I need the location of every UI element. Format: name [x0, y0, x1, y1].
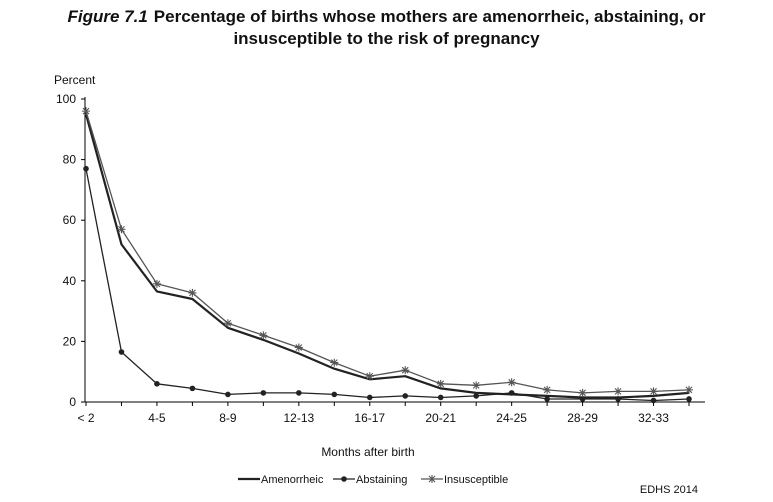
- series-line-amenorrheic: [84, 113, 690, 399]
- point-abstaining-13: [544, 396, 550, 402]
- title-line-2: insusceptible to the risk of pregnancy: [233, 29, 540, 48]
- x-tick-label-4: 8-9: [219, 411, 237, 425]
- legend-label-insusceptible: Insusceptible: [444, 474, 508, 486]
- point-abstaining-7: [331, 391, 338, 398]
- point-insusceptible-14: [578, 388, 587, 397]
- point-abstaining-15: [615, 396, 621, 402]
- x-tick-label-14: 28-29: [567, 411, 598, 425]
- point-insusceptible-3: [188, 288, 197, 297]
- x-axis-title: Months after birth: [321, 445, 414, 459]
- point-insusceptible-2: [152, 279, 161, 288]
- x-tick-label-12: 24-25: [496, 411, 527, 425]
- point-insusceptible-8: [365, 372, 374, 381]
- point-insusceptible-5: [259, 331, 268, 340]
- x-tick-label-6: 12-13: [283, 411, 314, 425]
- point-abstaining-16: [650, 397, 657, 404]
- y-tick-label-80: 80: [63, 153, 77, 167]
- point-insusceptible-6: [294, 343, 303, 352]
- y-tick-label-0: 0: [69, 395, 76, 409]
- legend-marker-insusceptible: [428, 475, 436, 483]
- point-abstaining-6: [296, 390, 302, 396]
- point-abstaining-12: [508, 390, 515, 396]
- point-insusceptible-10: [436, 379, 445, 388]
- point-abstaining-9: [402, 393, 409, 399]
- point-insusceptible-0: [82, 107, 90, 116]
- figure-number: Figure 7.1: [67, 7, 148, 26]
- point-insusceptible-1: [117, 225, 126, 234]
- point-abstaining-8: [366, 394, 373, 401]
- point-insusceptible-7: [330, 358, 339, 367]
- legend-label-abstaining: Abstaining: [356, 474, 407, 486]
- y-tick-label-40: 40: [63, 274, 77, 288]
- point-abstaining-11: [473, 393, 479, 399]
- series-line-insusceptible: [85, 110, 690, 394]
- point-abstaining-14: [579, 396, 586, 402]
- legend-marker-abstaining: [341, 476, 347, 482]
- point-insusceptible-16: [649, 387, 658, 396]
- point-insusceptible-13: [543, 385, 552, 394]
- x-tick-label-0: < 2: [77, 411, 94, 425]
- point-abstaining-0: [83, 165, 89, 172]
- point-abstaining-3: [189, 385, 196, 392]
- chart-title: Figure 7.1 Percentage of births whose mot…: [0, 6, 773, 50]
- y-tick-label-20: 20: [63, 334, 77, 348]
- y-tick-label-60: 60: [63, 213, 77, 227]
- y-axis-title: Percent: [54, 73, 96, 87]
- series-line-abstaining: [85, 168, 690, 402]
- point-insusceptible-12: [507, 378, 516, 387]
- x-tick-label-2: 4-5: [148, 411, 166, 425]
- point-insusceptible-4: [223, 319, 232, 328]
- point-insusceptible-15: [614, 387, 623, 396]
- point-insusceptible-11: [472, 381, 481, 390]
- point-abstaining-10: [437, 394, 444, 401]
- point-insusceptible-17: [685, 385, 693, 394]
- x-tick-label-10: 20-21: [425, 411, 456, 425]
- point-abstaining-1: [118, 349, 125, 355]
- x-tick-label-8: 16-17: [354, 411, 385, 425]
- y-tick-label-100: 100: [56, 92, 76, 106]
- legend-label-amenorrheic: Amenorrheic: [261, 474, 324, 486]
- point-abstaining-17: [686, 396, 692, 402]
- point-abstaining-2: [154, 381, 160, 387]
- title-line-1: Percentage of births whose mothers are a…: [153, 7, 706, 26]
- source-note: EDHS 2014: [639, 484, 698, 496]
- x-tick-label-16: 32-33: [638, 411, 669, 425]
- point-abstaining-5: [260, 390, 267, 396]
- point-insusceptible-9: [401, 366, 410, 375]
- point-abstaining-4: [225, 391, 231, 398]
